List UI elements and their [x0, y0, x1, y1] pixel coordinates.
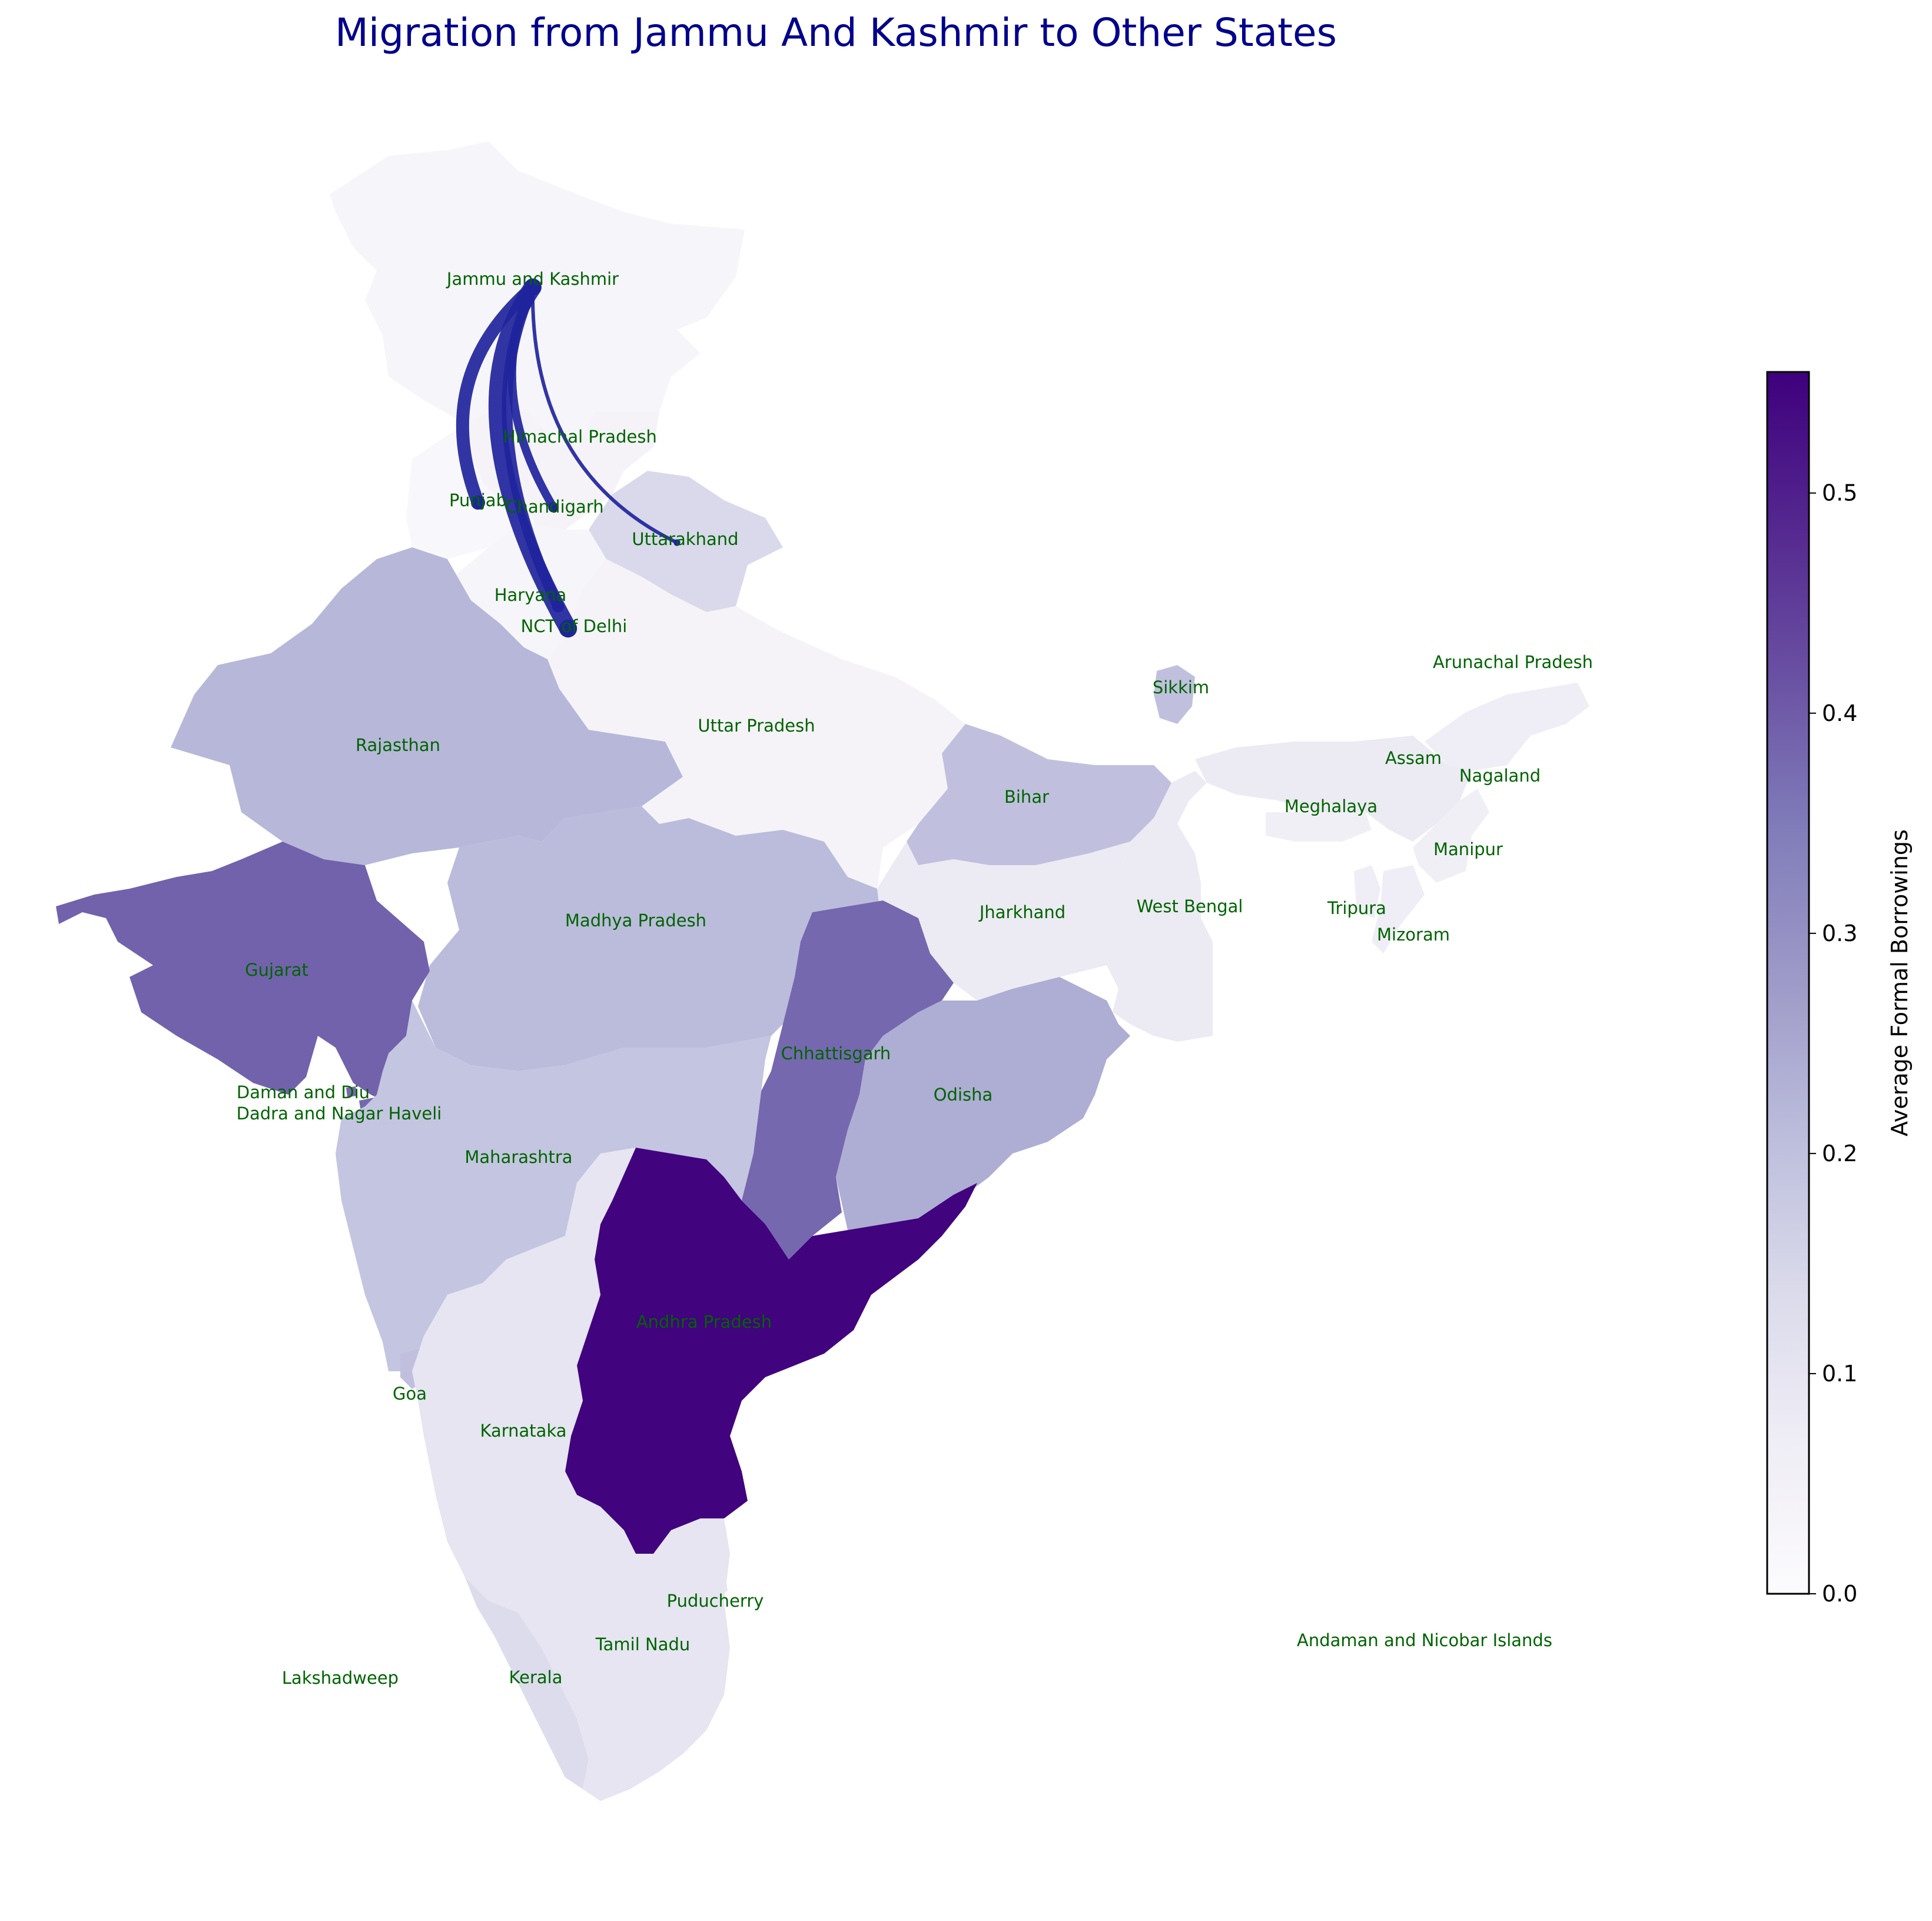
state-arunachal-pradesh[interactable] — [1425, 683, 1589, 771]
state-label: Sikkim — [1153, 677, 1209, 697]
colorbar-tick-label: 0.0 — [1822, 1581, 1857, 1607]
state-label: Chhattisgarh — [781, 1043, 891, 1063]
colorbar-tick-label: 0.2 — [1822, 1141, 1857, 1166]
state-kerala[interactable] — [465, 1577, 589, 1789]
state-label: Bihar — [1004, 787, 1049, 807]
state-label: Kerala — [509, 1667, 563, 1687]
state-label: Meghalaya — [1284, 796, 1377, 816]
colorbar-ticks: 0.0 0.1 0.2 0.3 0.4 0.5 — [1809, 480, 1857, 1607]
state-label: Rajasthan — [356, 735, 440, 755]
state-label: Dadra and Nagar Haveli — [237, 1104, 442, 1124]
state-west-bengal[interactable] — [1095, 771, 1213, 1042]
state-manipur[interactable] — [1413, 824, 1472, 883]
state-madhya-pradesh[interactable] — [418, 806, 883, 1071]
state-punjab[interactable] — [406, 424, 512, 559]
state-label: Jammu and Kashmir — [446, 269, 619, 289]
state-label: Odisha — [934, 1085, 993, 1105]
state-maharashtra[interactable] — [336, 1001, 771, 1371]
state-labels: Jammu and Kashmir Himachal Pradesh Punja… — [237, 269, 1593, 1688]
colorbar-tick-label: 0.5 — [1822, 480, 1857, 506]
state-label: NCT of Delhi — [521, 616, 628, 636]
state-label: Madhya Pradesh — [565, 910, 706, 930]
state-karnataka[interactable] — [412, 1148, 636, 1613]
state-label: Tripura — [1327, 898, 1386, 918]
state-label: Jharkhand — [978, 902, 1065, 922]
state-label: Goa — [393, 1384, 427, 1404]
state-assam[interactable] — [1195, 736, 1472, 842]
colorbar-tick-label: 0.1 — [1822, 1361, 1857, 1387]
state-label: Punjab — [449, 490, 507, 510]
state-odisha[interactable] — [836, 977, 1130, 1230]
colorbar-tick-label: 0.3 — [1822, 920, 1857, 946]
state-label: Gujarat — [245, 960, 308, 980]
state-label: Haryana — [494, 585, 567, 605]
state-meghalaya[interactable] — [1266, 812, 1372, 842]
state-uttar-pradesh[interactable] — [547, 559, 965, 889]
state-gujarat[interactable] — [56, 842, 430, 1101]
state-label: Manipur — [1433, 839, 1503, 859]
state-label: Mizoram — [1377, 925, 1450, 945]
state-label: Andhra Pradesh — [636, 1312, 772, 1332]
migration-arrow — [530, 285, 679, 544]
state-tripura[interactable] — [1354, 865, 1380, 918]
state-andhra-pradesh[interactable] — [565, 1148, 977, 1554]
map-title: Migration from Jammu And Kashmir to Othe… — [335, 10, 1337, 55]
state-label: Daman and Diu — [237, 1082, 370, 1102]
state-label: Uttarakhand — [632, 529, 738, 549]
migration-arrow-head — [673, 539, 680, 546]
state-chhattisgarh[interactable] — [742, 900, 954, 1259]
state-label: Puducherry — [667, 1591, 764, 1611]
migration-arrow-head — [548, 502, 559, 513]
state-label: Chandigarh — [505, 497, 603, 517]
india-map — [56, 141, 1589, 1801]
colorbar: 0.0 0.1 0.2 0.3 0.4 0.5 Average Formal Borrow… — [1766, 371, 1913, 1607]
migration-arrow-head — [471, 496, 485, 510]
migration-arrow-head — [552, 600, 565, 613]
state-sikkim[interactable] — [1154, 665, 1195, 724]
state-tamil-nadu[interactable] — [518, 1518, 730, 1801]
state-label: Assam — [1385, 748, 1442, 768]
colorbar-label: Average Formal Borrowings — [1887, 829, 1913, 1136]
state-label: Arunachal Pradesh — [1433, 652, 1593, 672]
state-daman-and-diu[interactable] — [346, 1086, 357, 1097]
state-label: Tamil Nadu — [595, 1634, 691, 1654]
state-label: Nagaland — [1459, 766, 1541, 786]
migration-arrows — [456, 278, 680, 638]
state-puducherry[interactable] — [717, 1582, 728, 1593]
migration-arrow-head — [559, 619, 577, 638]
state-label: Maharashtra — [464, 1147, 572, 1167]
colorbar-gradient — [1766, 371, 1810, 1595]
state-label: Karnataka — [480, 1421, 566, 1441]
state-mizoram[interactable] — [1372, 865, 1425, 953]
state-bihar[interactable] — [907, 724, 1171, 865]
state-andaman-and-nicobar-islands[interactable] — [1425, 1636, 1429, 1648]
state-uttarakhand[interactable] — [589, 471, 783, 612]
migration-arrow — [502, 282, 563, 611]
state-label: Andaman and Nicobar Islands — [1297, 1630, 1552, 1650]
state-jharkhand[interactable] — [877, 842, 1130, 1001]
state-label: Lakshadweep — [282, 1668, 399, 1688]
state-label: Uttar Pradesh — [698, 716, 815, 736]
state-label: Himachal Pradesh — [503, 427, 657, 447]
state-nagaland[interactable] — [1436, 789, 1489, 842]
state-label: West Bengal — [1137, 896, 1243, 916]
migration-arrow — [456, 281, 539, 509]
state-rajasthan[interactable] — [171, 547, 683, 865]
colorbar-tick-label: 0.4 — [1822, 700, 1857, 726]
state-lakshadweep[interactable] — [330, 1677, 333, 1681]
